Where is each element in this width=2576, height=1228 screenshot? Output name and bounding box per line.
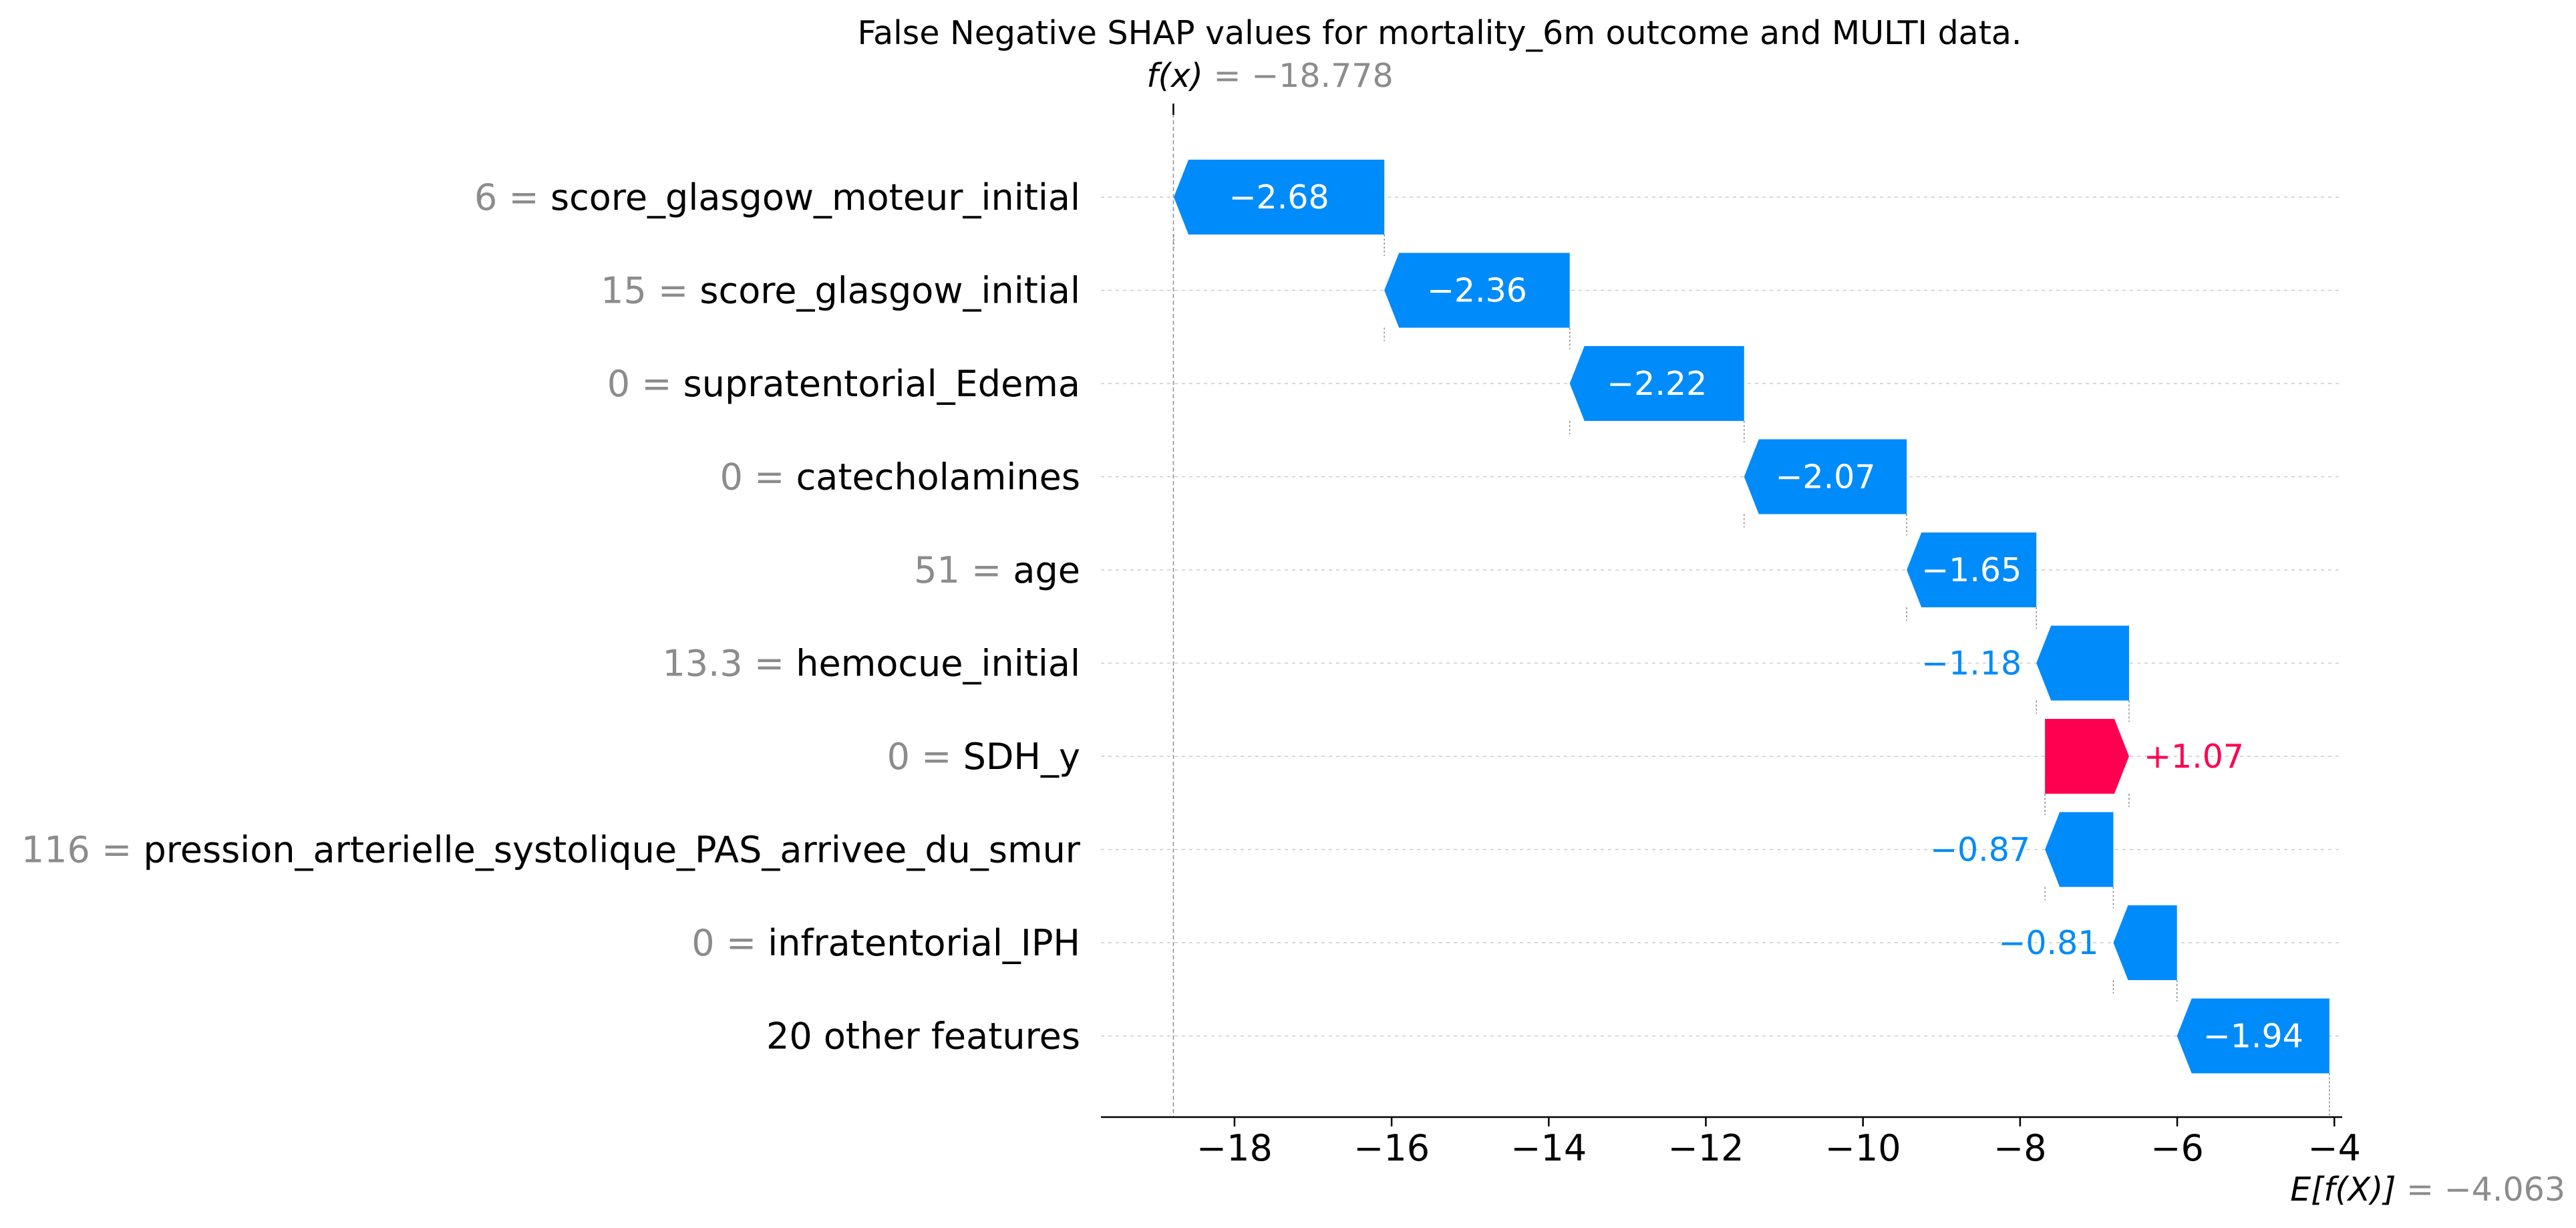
feature-label: 20 other features [766, 1016, 1080, 1058]
x-tick-label: −18 [1196, 1127, 1273, 1169]
feature-labels: 6 = score_glasgow_moteur_initial 15 = sco… [21, 176, 1081, 1058]
bar-SDH_y [2045, 719, 2129, 794]
bar-value-label: −2.07 [1775, 458, 1875, 496]
x-tick-label: −8 [1993, 1127, 2047, 1169]
bar-pression_arterielle_systolique_PAS_arrivee_du_smur [2045, 812, 2114, 887]
grid-lines [1101, 196, 2342, 1037]
x-tick-label: −10 [1825, 1127, 1901, 1169]
x-tick-label: −4 [2307, 1127, 2361, 1169]
feature-label: 0 = infratentorial_IPH [691, 922, 1080, 964]
bar-value-label: −1.94 [2203, 1018, 2303, 1056]
fx-value-label: f(x) = −18.778 [1146, 57, 1393, 95]
feature-label: 0 = catecholamines [720, 456, 1080, 498]
bar-value-label: −2.68 [1229, 178, 1329, 216]
bar-value-label: −1.65 [1921, 551, 2022, 589]
feature-label: 0 = SDH_y [887, 736, 1080, 778]
feature-label: 6 = score_glasgow_moteur_initial [474, 176, 1080, 218]
x-tick-label: −16 [1353, 1127, 1430, 1169]
efx-value-label: E[f(X)] = −4.063 [2290, 1171, 2565, 1209]
x-tick-label: −12 [1667, 1127, 1744, 1169]
bar-value-label: −1.18 [1921, 645, 2022, 683]
bar-20 other features [2177, 998, 2329, 1074]
bar-hemocue_initial [2036, 625, 2129, 701]
x-tick-label: −6 [2150, 1127, 2204, 1169]
chart-title: False Negative SHAP values for mortality… [857, 14, 2022, 52]
bar-value-label: −2.36 [1427, 272, 1527, 310]
x-tick-label: −14 [1510, 1127, 1587, 1169]
bar-score_glasgow_moteur_initial [1174, 160, 1385, 235]
bar-catecholamines [1744, 439, 1907, 514]
bar-supratentorial_Edema [1569, 346, 1744, 421]
feature-label: 13.3 = hemocue_initial [662, 643, 1080, 685]
bar-age [1907, 532, 2037, 607]
bar-value-label: −0.81 [1998, 924, 2098, 962]
bars: −2.68 −2.36 −2.22 −2.07 −1.65 −1.18 +1.07 −0.87… [1174, 160, 2329, 1074]
feature-label: 15 = score_glasgow_initial [601, 270, 1080, 312]
fx-annotation: f(x) = −18.778 [1146, 57, 1394, 115]
bar-value-label: −0.87 [1930, 831, 2030, 869]
feature-label: 51 = age [914, 549, 1080, 591]
feature-label: 116 = pression_arterielle_systolique_PAS… [21, 829, 1081, 871]
bar-score_glasgow_initial [1384, 253, 1570, 328]
x-axis: −18 −16 −14 −12 −10 −8 −6 −4 [1101, 1116, 2361, 1169]
bar-value-label: −2.22 [1607, 365, 1707, 403]
bar-infratentorial_IPH [2113, 905, 2177, 980]
bar-value-label: +1.07 [2144, 738, 2244, 776]
guide-lines [1172, 107, 2330, 1117]
feature-label: 0 = supratentorial_Edema [607, 363, 1080, 405]
efx-annotation: E[f(X)] = −4.063 [2290, 1171, 2565, 1209]
